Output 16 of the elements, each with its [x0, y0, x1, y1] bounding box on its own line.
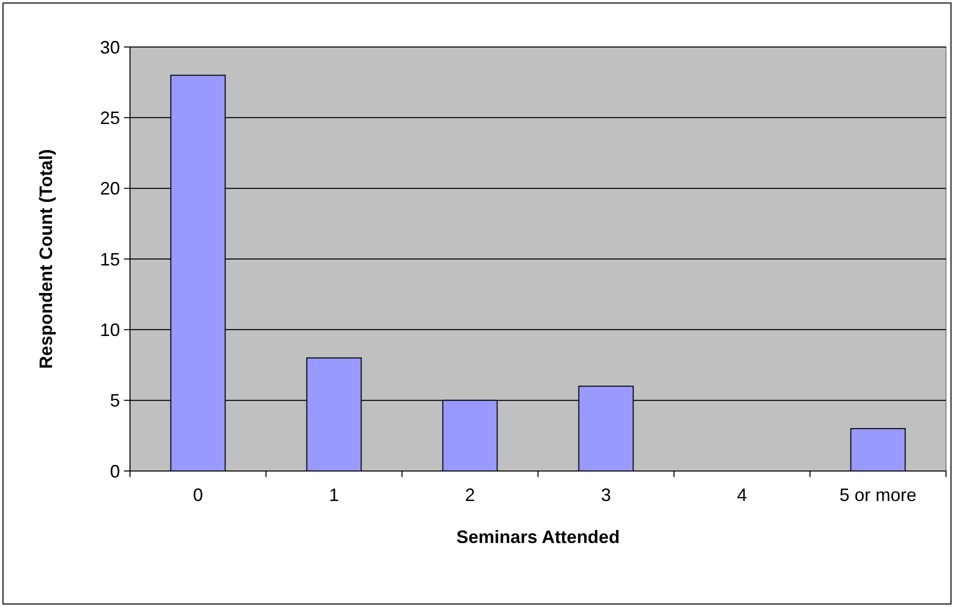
x-tick-label: 2 [464, 485, 476, 505]
x-tick-label: 3 [600, 485, 612, 505]
y-tick-label: 20 [100, 178, 120, 199]
x-tick-label: 4 [736, 485, 748, 505]
y-tick-label: 5 [110, 390, 120, 411]
bar [850, 428, 906, 472]
x-axis-title: Seminars Attended [456, 527, 620, 547]
y-tick-label: 30 [100, 37, 120, 58]
y-tick-label: 25 [100, 108, 120, 128]
x-tick-label: 1 [328, 485, 340, 505]
y-tick-label: 15 [100, 249, 120, 270]
x-tick-label: 5 or more [839, 485, 917, 505]
y-tick-label: 0 [110, 461, 120, 482]
x-tick-label: 0 [192, 485, 204, 505]
y-tick-label: 10 [100, 320, 120, 340]
y-axis-title: Respondent Count (Total) [36, 149, 56, 369]
